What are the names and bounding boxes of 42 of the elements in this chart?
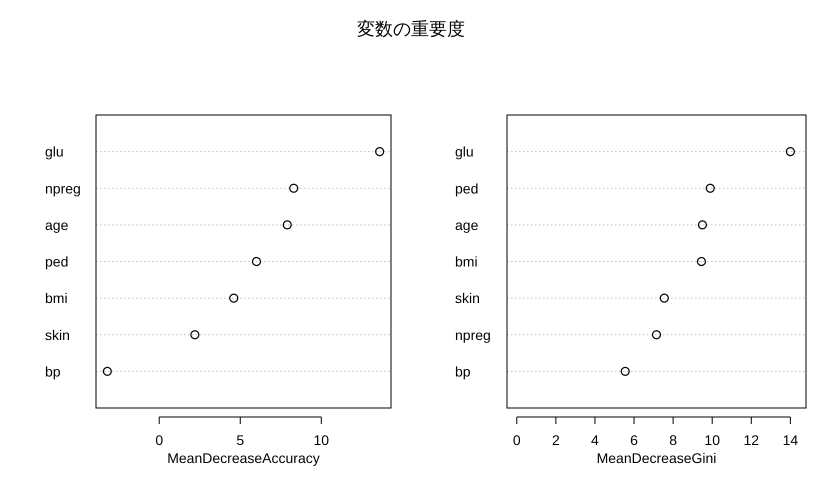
x-tick-label: 10 <box>704 432 720 448</box>
x-tick-label: 14 <box>782 432 798 448</box>
x-tick-label: 4 <box>591 432 600 448</box>
point <box>698 220 708 230</box>
y-tick-label: bp <box>455 363 471 380</box>
x-tick-label: 6 <box>630 432 638 448</box>
y-tick-label: age <box>455 216 479 233</box>
x-tick-label: 8 <box>669 432 678 448</box>
point <box>620 366 630 376</box>
chart-title: 変数の重要度 <box>357 19 465 39</box>
point <box>229 294 238 303</box>
point <box>706 184 715 193</box>
y-tick-label: bp <box>45 363 61 380</box>
x-axis-title: MeanDecreaseGini <box>596 450 716 466</box>
y-tick-label: bmi <box>45 290 68 306</box>
point <box>282 220 292 230</box>
point <box>190 330 200 340</box>
x-tick-label: 12 <box>743 432 760 448</box>
point <box>660 294 669 303</box>
x-tick-label: 2 <box>552 432 560 448</box>
y-tick-label: bmi <box>455 254 478 270</box>
y-tick-label: skin <box>455 290 480 306</box>
y-tick-label: skin <box>45 326 70 343</box>
point <box>375 147 384 156</box>
x-tick-label: 5 <box>236 432 244 448</box>
point <box>102 366 112 376</box>
x-tick-label: 0 <box>512 432 521 448</box>
y-tick-label: age <box>45 216 69 233</box>
y-tick-label: ped <box>455 180 478 196</box>
y-tick-label: npreg <box>45 180 81 196</box>
point <box>652 330 662 340</box>
x-axis-title: MeanDecreaseAccuracy <box>167 450 320 466</box>
y-tick-label: glu <box>45 144 64 160</box>
point <box>289 184 298 193</box>
x-tick-label: 10 <box>314 432 330 448</box>
point <box>696 256 706 266</box>
x-tick-label: 0 <box>155 432 164 448</box>
point <box>786 147 795 156</box>
y-tick-label: ped <box>45 254 68 270</box>
point <box>252 256 262 266</box>
y-tick-label: npreg <box>455 326 491 343</box>
y-tick-label: glu <box>455 144 474 160</box>
